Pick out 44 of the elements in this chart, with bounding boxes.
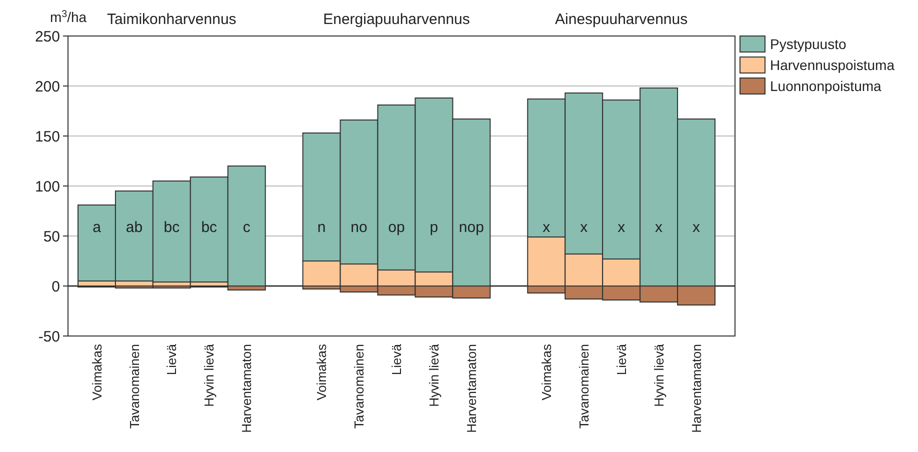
- legend-label: Harvennuspoistuma: [770, 56, 895, 73]
- x-tick-label: Lievä: [389, 343, 404, 376]
- text: Energiapuuharvennus: [323, 11, 470, 28]
- data-label: bc: [201, 219, 218, 236]
- data-label: a: [92, 219, 102, 236]
- y-tick-label: 0: [52, 278, 60, 296]
- x-tick-label: Lievä: [164, 343, 180, 376]
- x-tick-label: Hyvin lievä: [426, 343, 442, 407]
- x-tick-label: Lievä: [614, 343, 629, 376]
- y-tick-label: -50: [38, 328, 60, 346]
- data-label: x: [692, 219, 701, 236]
- text: Taimikonharvennus: [107, 11, 236, 28]
- y-tick-label: 100: [34, 178, 60, 196]
- x-tick-label: Voimakas: [314, 344, 330, 400]
- data-label: x: [655, 219, 664, 236]
- y-tick-label: 250: [34, 28, 60, 46]
- x-tick-label: Tavanomainen: [352, 344, 367, 429]
- data-label: ab: [126, 219, 143, 236]
- y-tick-label: 50: [43, 228, 60, 246]
- legend-label: Luonnonpoistuma: [770, 78, 882, 94]
- x-tick-label: Voimakas: [89, 344, 104, 400]
- x-tick-label: Voimakas: [538, 344, 554, 400]
- y-tick-label: 200: [34, 78, 60, 96]
- x-tick-label: Hyvin lievä: [651, 343, 666, 407]
- data-label: nop: [458, 219, 484, 236]
- data-label: p: [430, 219, 438, 236]
- data-label: n: [317, 219, 326, 236]
- data-label: bc: [164, 219, 180, 236]
- data-label: op: [388, 219, 405, 236]
- y-tick-label: 150: [34, 128, 60, 146]
- x-tick-label: Harventamaton: [239, 344, 254, 433]
- data-label: no: [350, 219, 368, 236]
- data-label: x: [542, 219, 551, 236]
- y-axis-title: m$^{3}$/ha: [50, 8, 87, 25]
- x-tick-label: Harventamaton: [688, 344, 704, 433]
- data-label: x: [618, 219, 626, 236]
- data-label: x: [580, 219, 588, 236]
- data-label: c: [242, 219, 251, 236]
- x-tick-label: Harventamaton: [464, 344, 479, 433]
- x-tick-label: Hyvin lievä: [202, 343, 217, 407]
- x-tick-label: Tavanomainen: [126, 344, 142, 429]
- text: Ainespuuharvennus: [555, 11, 688, 28]
- x-tick-label: Tavanomainen: [576, 344, 592, 429]
- legend-label: Pystypuusto: [770, 36, 846, 52]
